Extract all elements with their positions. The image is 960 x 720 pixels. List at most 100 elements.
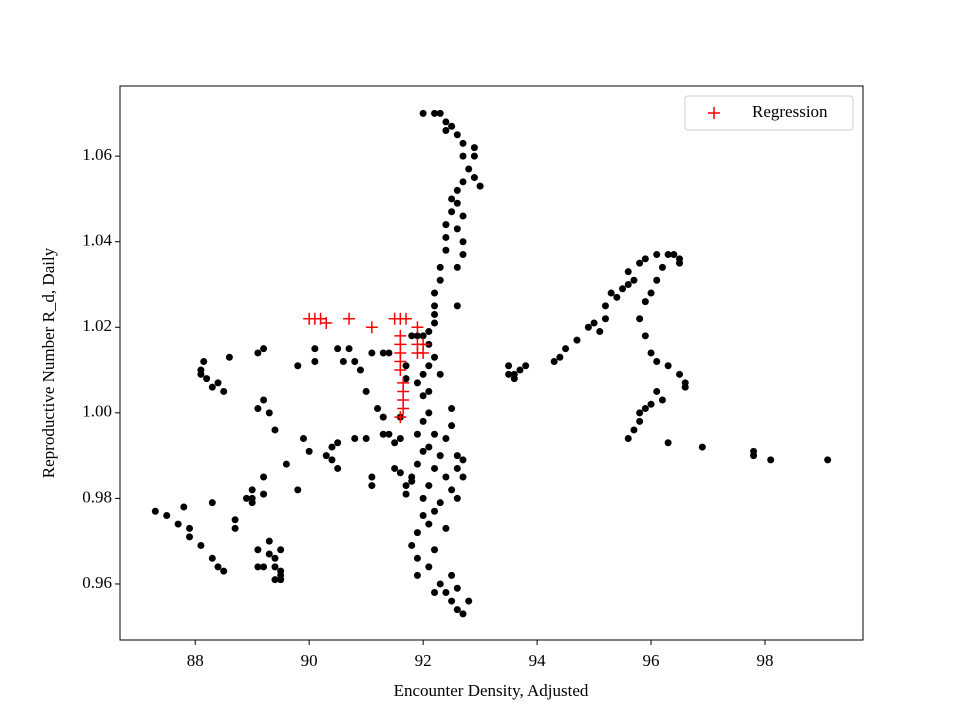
point <box>459 152 467 160</box>
point <box>271 563 279 571</box>
point <box>453 302 461 310</box>
point <box>362 435 370 443</box>
point <box>676 370 684 378</box>
point <box>214 563 222 571</box>
point <box>442 473 450 481</box>
point <box>431 546 439 554</box>
point <box>419 109 427 117</box>
point <box>351 435 359 443</box>
point <box>647 349 655 357</box>
point <box>516 366 524 374</box>
point <box>459 178 467 186</box>
point <box>436 499 444 507</box>
point <box>425 563 433 571</box>
point <box>242 494 250 502</box>
point <box>624 435 632 443</box>
point <box>225 353 233 361</box>
point <box>248 499 256 507</box>
point <box>368 473 376 481</box>
point <box>584 323 592 331</box>
point <box>453 263 461 271</box>
point <box>345 345 353 353</box>
point <box>442 589 450 597</box>
point <box>448 597 456 605</box>
point <box>750 452 758 460</box>
point <box>277 567 285 575</box>
point <box>362 387 370 395</box>
point <box>379 349 387 357</box>
point <box>636 417 644 425</box>
point <box>664 439 672 447</box>
point <box>436 109 444 117</box>
legend-marker <box>708 107 720 119</box>
point <box>624 280 632 288</box>
point <box>647 400 655 408</box>
point <box>658 263 666 271</box>
point <box>453 131 461 139</box>
point <box>556 353 564 361</box>
point <box>197 541 205 549</box>
point <box>442 118 450 126</box>
point <box>448 405 456 413</box>
point <box>254 546 262 554</box>
point <box>658 396 666 404</box>
point <box>431 430 439 438</box>
point <box>664 362 672 370</box>
point <box>425 328 433 336</box>
point <box>419 332 427 340</box>
point <box>186 533 194 541</box>
point <box>442 126 450 134</box>
point <box>459 238 467 246</box>
point <box>419 494 427 502</box>
point <box>200 358 208 366</box>
point <box>413 529 421 537</box>
point <box>459 212 467 220</box>
point <box>431 353 439 361</box>
point <box>265 550 273 558</box>
point <box>379 430 387 438</box>
point <box>305 447 313 455</box>
point <box>282 460 290 468</box>
point <box>163 512 171 520</box>
point <box>641 332 649 340</box>
point <box>311 358 319 366</box>
x-tick-label: 90 <box>301 651 318 670</box>
point <box>442 221 450 229</box>
point <box>459 473 467 481</box>
point <box>448 208 456 216</box>
x-axis-label: Encounter Density, Adjusted <box>394 681 589 700</box>
point <box>476 182 484 190</box>
point <box>339 358 347 366</box>
x-tick-label: 92 <box>415 651 432 670</box>
point <box>419 370 427 378</box>
point <box>271 554 279 562</box>
point <box>431 319 439 327</box>
point <box>419 447 427 455</box>
point <box>470 144 478 152</box>
point <box>197 370 205 378</box>
point <box>220 567 228 575</box>
point <box>436 263 444 271</box>
point <box>231 524 239 532</box>
point <box>465 597 473 605</box>
plus-marker <box>365 321 378 334</box>
point <box>431 507 439 515</box>
point <box>265 537 273 545</box>
point <box>573 336 581 344</box>
point <box>641 255 649 263</box>
point <box>442 524 450 532</box>
y-axis-label: Reproductive Number R_d, Daily <box>39 247 58 478</box>
point <box>402 490 410 498</box>
point <box>214 379 222 387</box>
point <box>374 405 382 413</box>
point <box>431 464 439 472</box>
point <box>522 362 530 370</box>
point <box>459 139 467 147</box>
point <box>203 375 211 383</box>
point <box>299 435 307 443</box>
point <box>402 375 410 383</box>
point <box>260 396 268 404</box>
point <box>294 486 302 494</box>
point <box>636 259 644 267</box>
point <box>260 473 268 481</box>
